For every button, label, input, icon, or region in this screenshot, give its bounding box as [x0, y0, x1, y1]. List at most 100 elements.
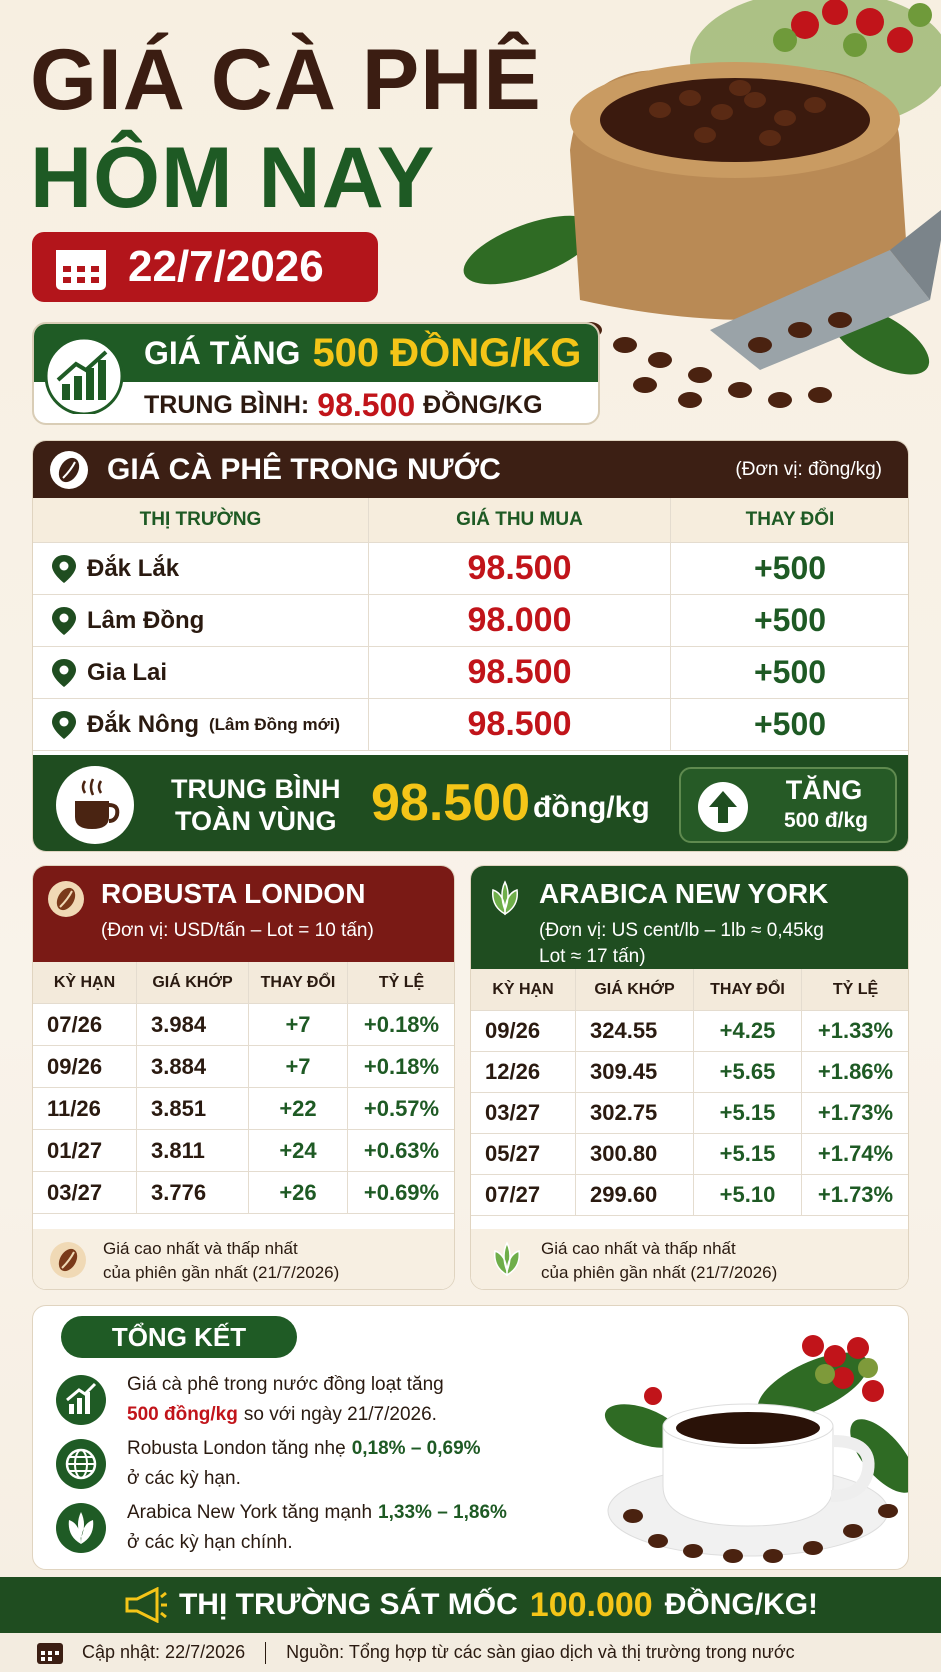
change: +22: [249, 1088, 348, 1130]
price: 3.884: [137, 1046, 249, 1088]
market: Lâm Đồng: [87, 606, 205, 634]
percent: +1.73%: [802, 1093, 908, 1134]
item-highlight: 0,18% – 0,69%: [351, 1438, 481, 1459]
change-pill: TĂNG 500 đ/kg: [679, 767, 897, 843]
coffee-sack-illustration: [463, 0, 941, 408]
megaphone-icon: [125, 1587, 167, 1623]
table-row: Gia Lai 98.500 +500: [33, 647, 908, 699]
column-header: GIÁ THU MUA: [369, 498, 671, 543]
term: 05/27: [471, 1134, 576, 1175]
domestic-header: GIÁ CÀ PHÊ TRONG NƯỚC (Đơn vị: đồng/kg): [33, 441, 908, 498]
table-row: Đắk Nông (Lâm Đồng mới) 98.500 +500: [33, 699, 908, 751]
change: +500: [671, 699, 908, 751]
term: 01/27: [33, 1130, 137, 1172]
section-header: ROBUSTA LONDON (Đơn vị: USD/tấn – Lot = 1…: [33, 866, 454, 962]
percent: +0.18%: [348, 1004, 454, 1046]
average-bar: TRUNG BÌNH TOÀN VÙNG 98.500 đồng/kg TĂNG…: [33, 755, 908, 851]
item-after: so với ngày 21/7/2026.: [243, 1404, 437, 1425]
item-line: ở các kỳ hạn.: [127, 1464, 481, 1494]
futures-table: KỲ HẠN GIÁ KHỚP THAY ĐỔI TỶ LỆ 09/26 324.55 +4…: [471, 969, 908, 1216]
percent: +1.74%: [802, 1134, 908, 1175]
change: +500: [671, 647, 908, 699]
table-row: Lâm Đồng 98.000 +500: [33, 595, 908, 647]
price: 3.776: [137, 1172, 249, 1214]
footer-source: Nguồn: Tổng hợp từ các sàn giao dịch và …: [286, 1642, 795, 1662]
change-amount: 500 ĐỒNG/KG: [312, 330, 582, 375]
footer-updated: Cập nhật: 22/7/2026: [82, 1642, 246, 1662]
bean-icon: [48, 881, 84, 917]
market: Gia Lai: [87, 658, 168, 686]
average-label: TRUNG BÌNH TOÀN VÙNG: [171, 773, 341, 837]
coffee-cup-illustration: [604, 1335, 908, 1563]
item-text: Robusta London tăng nhẹ: [127, 1438, 346, 1459]
price: 3.851: [137, 1088, 249, 1130]
conclusion-item: Arabica New York tăng mạnh 1,33% – 1,86% ở…: [127, 1498, 507, 1558]
percent: +1.86%: [802, 1052, 908, 1093]
date: 22/7/2026: [128, 242, 324, 291]
note: Giá cao nhất và thấp nhất của phiên gần n…: [471, 1229, 908, 1289]
pin-icon: [52, 658, 76, 687]
change-value: 500 đ/kg: [783, 809, 869, 832]
bean-icon: [50, 1242, 86, 1278]
market: Đắk Nông: [87, 710, 200, 738]
price: 324.55: [576, 1011, 694, 1052]
term: 11/26: [33, 1088, 137, 1130]
change-prefix: GIÁ TĂNG: [144, 334, 301, 371]
market-cell: Lâm Đồng: [33, 595, 369, 647]
percent: +0.18%: [348, 1046, 454, 1088]
term: 12/26: [471, 1052, 576, 1093]
item-line: ở các kỳ hạn chính.: [127, 1528, 507, 1558]
column-header: GIÁ KHỚP: [576, 969, 694, 1011]
change: +500: [671, 595, 908, 647]
pin-icon: [52, 606, 76, 635]
banner-highlight: 100.000: [529, 1585, 653, 1624]
item-icon: [56, 1503, 106, 1553]
price: 98.500: [369, 647, 671, 699]
average-label-line1: TRUNG BÌNH: [171, 774, 341, 804]
arabica-section: ARABICA NEW YORK (Đơn vị: US cent/lb – 1l…: [470, 865, 909, 1290]
section-title: ROBUSTA LONDON: [101, 878, 366, 909]
item-highlight: 1,33% – 1,86%: [378, 1502, 507, 1523]
term: 09/26: [33, 1046, 137, 1088]
change-box: GIÁ TĂNG 500 ĐỒNG/KG TRUNG BÌNH: 98.500 …: [32, 322, 600, 425]
change: +5.65: [694, 1052, 802, 1093]
price: 309.45: [576, 1052, 694, 1093]
note: Giá cao nhất và thấp nhất của phiên gần n…: [33, 1229, 454, 1289]
bean-icon: [50, 451, 88, 489]
change: +500: [671, 543, 908, 595]
item-line: Giá cà phê trong nước đồng loạt tăng: [127, 1370, 444, 1400]
column-header: THAY ĐỔI: [249, 962, 348, 1004]
separator: [265, 1641, 267, 1664]
domestic-section: GIÁ CÀ PHÊ TRONG NƯỚC (Đơn vị: đồng/kg) …: [32, 440, 909, 852]
column-header: THAY ĐỔI: [694, 969, 802, 1011]
cup-icon: [56, 766, 134, 844]
term: 03/27: [33, 1172, 137, 1214]
change: +7: [249, 1004, 348, 1046]
domestic-table: THỊ TRƯỜNG GIÁ THU MUA THAY ĐỔI Đắk Lắk 98.5…: [33, 498, 908, 751]
average-value: 98.500: [317, 386, 416, 423]
average-label-line2: TOÀN VÙNG: [174, 806, 337, 836]
price: 300.80: [576, 1134, 694, 1175]
calendar-icon: [56, 250, 106, 290]
item-after: ở các kỳ hạn.: [127, 1468, 241, 1489]
percent: +0.63%: [348, 1130, 454, 1172]
change: +5.15: [694, 1134, 802, 1175]
arrow-up-icon: [698, 782, 748, 832]
banner-after: ĐỒNG/KG!: [664, 1588, 819, 1621]
term: 07/26: [33, 1004, 137, 1046]
item-text: Giá cà phê trong nước đồng loạt tăng: [127, 1374, 444, 1395]
change-label: TĂNG: [785, 775, 863, 805]
average-row: TRUNG BÌNH: 98.500 ĐỒNG/KG: [144, 386, 543, 424]
leaf-icon: [492, 880, 518, 916]
conclusion-item: Giá cà phê trong nước đồng loạt tăng 500 …: [127, 1370, 444, 1430]
note-line: của phiên gần nhất (21/7/2026): [541, 1263, 778, 1282]
calendar-icon: [37, 1643, 63, 1664]
average-value: 98.500: [371, 774, 531, 832]
column-header: KỲ HẠN: [33, 962, 137, 1004]
date-badge: 22/7/2026: [32, 232, 378, 302]
market-cell: Đắk Lắk: [33, 543, 369, 595]
term: 07/27: [471, 1175, 576, 1216]
price: 3.984: [137, 1004, 249, 1046]
market-note: (Lâm Đồng mới): [209, 714, 341, 734]
item-icon: [56, 1375, 106, 1425]
